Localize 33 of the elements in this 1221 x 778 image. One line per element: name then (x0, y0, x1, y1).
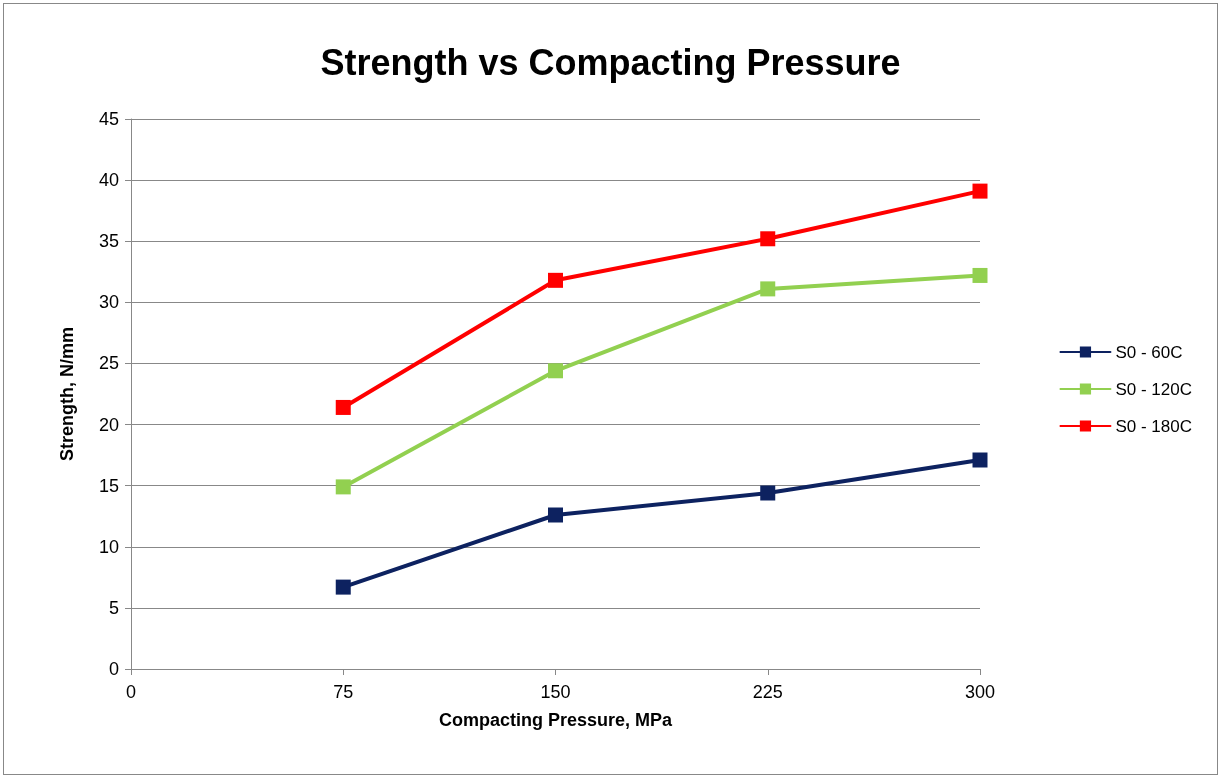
x-tick-label: 0 (125, 682, 137, 702)
legend-label: S0 - 120C (1115, 379, 1193, 399)
legend-label: S0 - 60C (1115, 342, 1183, 362)
point (760, 231, 776, 247)
x-tick-label: 300 (964, 682, 996, 702)
x-axis-title: Compacting Pressure, MPa (438, 710, 674, 730)
y-tick-label: 25 (98, 353, 119, 374)
y-tick-label: 10 (98, 536, 119, 557)
y-axis-title: Strength, N/mm (57, 326, 77, 462)
y-tick-label: 15 (98, 475, 119, 496)
point (548, 272, 563, 288)
point (548, 507, 563, 523)
y-tick-label: 30 (98, 292, 119, 313)
point (972, 183, 988, 199)
point (760, 485, 776, 501)
point (972, 267, 988, 283)
y-tick-label: 0 (108, 659, 119, 679)
y-tick-label: 5 (108, 597, 119, 618)
y-tick-label: 40 (98, 170, 119, 191)
y-tick-label: 45 (98, 109, 119, 129)
x-tick-label: 150 (540, 682, 571, 702)
y-tick-label: 20 (98, 414, 119, 435)
x-tick-label: 225 (752, 682, 783, 702)
chart-title: Strength vs Compacting Pressure (320, 41, 901, 83)
point (335, 399, 351, 415)
point (335, 579, 351, 595)
y-tick-label: 35 (98, 231, 119, 252)
point (972, 452, 988, 468)
point (760, 281, 776, 297)
x-tick-label: 75 (333, 682, 354, 702)
legend-label: S0 - 180C (1115, 416, 1193, 436)
point (548, 363, 563, 379)
point (335, 479, 351, 495)
